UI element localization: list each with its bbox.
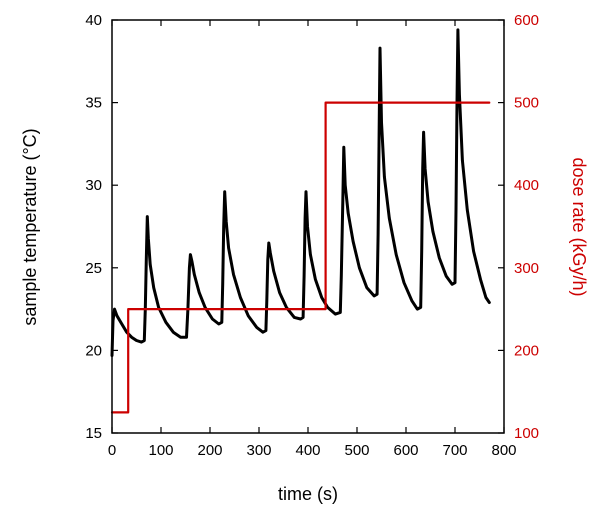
left-tick-label: 30 [85,177,102,194]
right-tick-label: 200 [514,342,539,359]
x-tick-label: 500 [344,442,369,459]
left-tick-label: 20 [85,342,102,359]
x-tick-label: 400 [295,442,320,459]
left-tick-label: 40 [85,12,102,29]
left-axis-title: sample temperature (°C) [20,128,40,325]
left-tick-label: 25 [85,260,102,277]
left-tick-label: 35 [85,95,102,112]
right-axis-tick-labels: 100 200 300 400 500 600 [514,12,539,442]
right-tick-label: 100 [514,425,539,442]
dose-rate-line [110,101,491,414]
right-tick-label: 500 [514,95,539,112]
x-tick-label: 800 [491,442,516,459]
plot-frame [111,19,505,434]
x-tick-label: 0 [108,442,116,459]
left-axis-tick-labels: 15 20 25 30 35 40 [85,12,102,442]
right-tick-label: 400 [514,177,539,194]
temperature-line [110,28,491,357]
left-tick-label: 15 [85,425,102,442]
x-tick-label: 100 [148,442,173,459]
right-axis-title: dose rate (kGy/h) [569,157,589,296]
chart-series [110,28,491,414]
x-axis-title: time (s) [278,484,338,504]
right-tick-label: 600 [514,12,539,29]
x-tick-label: 600 [393,442,418,459]
x-tick-label: 700 [442,442,467,459]
x-tick-label: 300 [246,442,271,459]
right-tick-label: 300 [514,260,539,277]
x-tick-label: 200 [197,442,222,459]
x-axis-tick-labels: 0 100 200 300 400 500 600 700 800 [108,442,517,459]
